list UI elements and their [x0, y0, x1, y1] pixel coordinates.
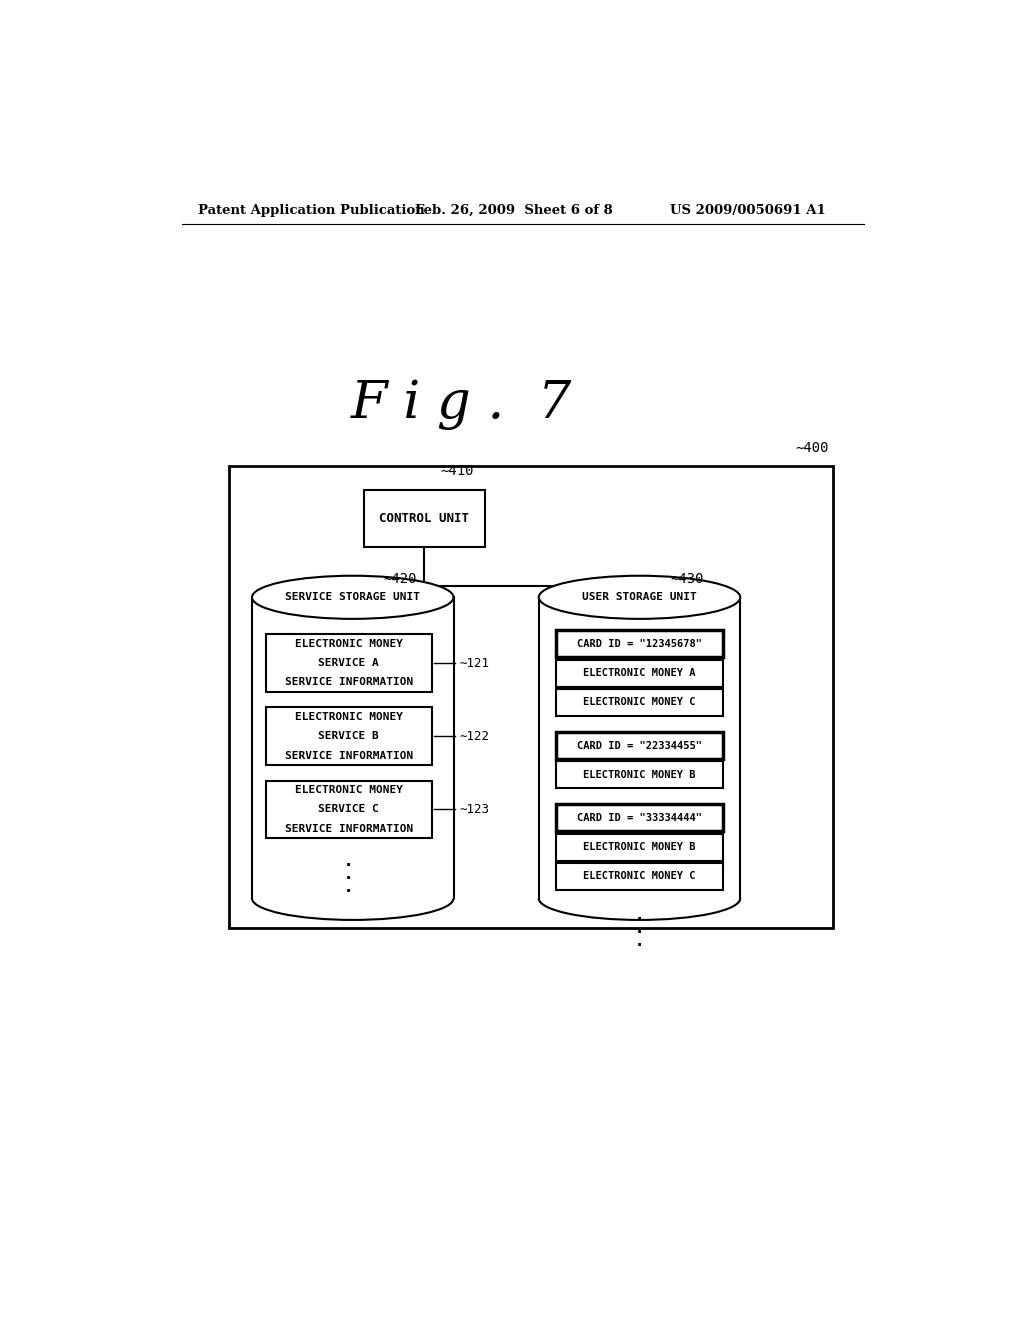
Bar	[556, 863, 723, 890]
Bar	[265, 635, 432, 692]
Text: SERVICE STORAGE UNIT: SERVICE STORAGE UNIT	[286, 593, 420, 602]
Bar	[252, 597, 454, 909]
Text: CONTROL UNIT: CONTROL UNIT	[380, 512, 469, 525]
Bar	[365, 490, 484, 548]
Text: ∼121: ∼121	[460, 656, 489, 669]
Text: .: .	[342, 876, 355, 896]
Text: ∼430: ∼430	[671, 572, 705, 586]
Text: ELECTRONIC MONEY: ELECTRONIC MONEY	[295, 639, 402, 649]
Text: .: .	[633, 904, 646, 924]
Text: ELECTRONIC MONEY: ELECTRONIC MONEY	[295, 785, 402, 795]
Bar	[228, 466, 834, 928]
Text: ELECTRONIC MONEY C: ELECTRONIC MONEY C	[584, 697, 695, 708]
Text: SERVICE INFORMATION: SERVICE INFORMATION	[285, 677, 413, 688]
Text: ∼123: ∼123	[460, 803, 489, 816]
Text: CARD ID = "12345678": CARD ID = "12345678"	[577, 639, 702, 649]
Text: SERVICE A: SERVICE A	[318, 659, 379, 668]
Text: .: .	[633, 931, 646, 950]
Bar	[556, 689, 723, 715]
Text: .: .	[342, 850, 355, 870]
Text: F i g .  7: F i g . 7	[350, 379, 571, 430]
Bar	[556, 733, 723, 759]
Text: CARD ID = "22334455": CARD ID = "22334455"	[577, 741, 702, 751]
Text: SERVICE C: SERVICE C	[318, 804, 379, 814]
Text: ELECTRONIC MONEY C: ELECTRONIC MONEY C	[584, 871, 695, 882]
Bar	[539, 597, 740, 909]
Text: ELECTRONIC MONEY B: ELECTRONIC MONEY B	[584, 770, 695, 780]
Text: Feb. 26, 2009  Sheet 6 of 8: Feb. 26, 2009 Sheet 6 of 8	[415, 205, 612, 218]
Text: ELECTRONIC MONEY B: ELECTRONIC MONEY B	[584, 842, 695, 853]
Text: CARD ID = "33334444": CARD ID = "33334444"	[577, 813, 702, 822]
Bar	[556, 631, 723, 657]
Bar	[556, 834, 723, 861]
Bar	[556, 660, 723, 686]
Ellipse shape	[539, 576, 740, 619]
Bar	[265, 780, 432, 838]
Text: SERVICE B: SERVICE B	[318, 731, 379, 742]
Text: ELECTRONIC MONEY A: ELECTRONIC MONEY A	[584, 668, 695, 678]
Bar	[556, 762, 723, 788]
Text: ∼410: ∼410	[440, 463, 473, 478]
Text: ∼420: ∼420	[384, 572, 417, 586]
Text: USER STORAGE UNIT: USER STORAGE UNIT	[582, 593, 697, 602]
Text: SERVICE INFORMATION: SERVICE INFORMATION	[285, 824, 413, 834]
Text: ELECTRONIC MONEY: ELECTRONIC MONEY	[295, 711, 402, 722]
Bar	[556, 804, 723, 832]
Text: Patent Application Publication: Patent Application Publication	[198, 205, 425, 218]
Text: ∼400: ∼400	[796, 441, 829, 455]
Text: ∼122: ∼122	[460, 730, 489, 743]
Text: .: .	[342, 863, 355, 883]
Text: .: .	[633, 917, 646, 937]
Ellipse shape	[252, 576, 454, 619]
Text: SERVICE INFORMATION: SERVICE INFORMATION	[285, 751, 413, 760]
Text: US 2009/0050691 A1: US 2009/0050691 A1	[671, 205, 826, 218]
Bar	[265, 708, 432, 766]
